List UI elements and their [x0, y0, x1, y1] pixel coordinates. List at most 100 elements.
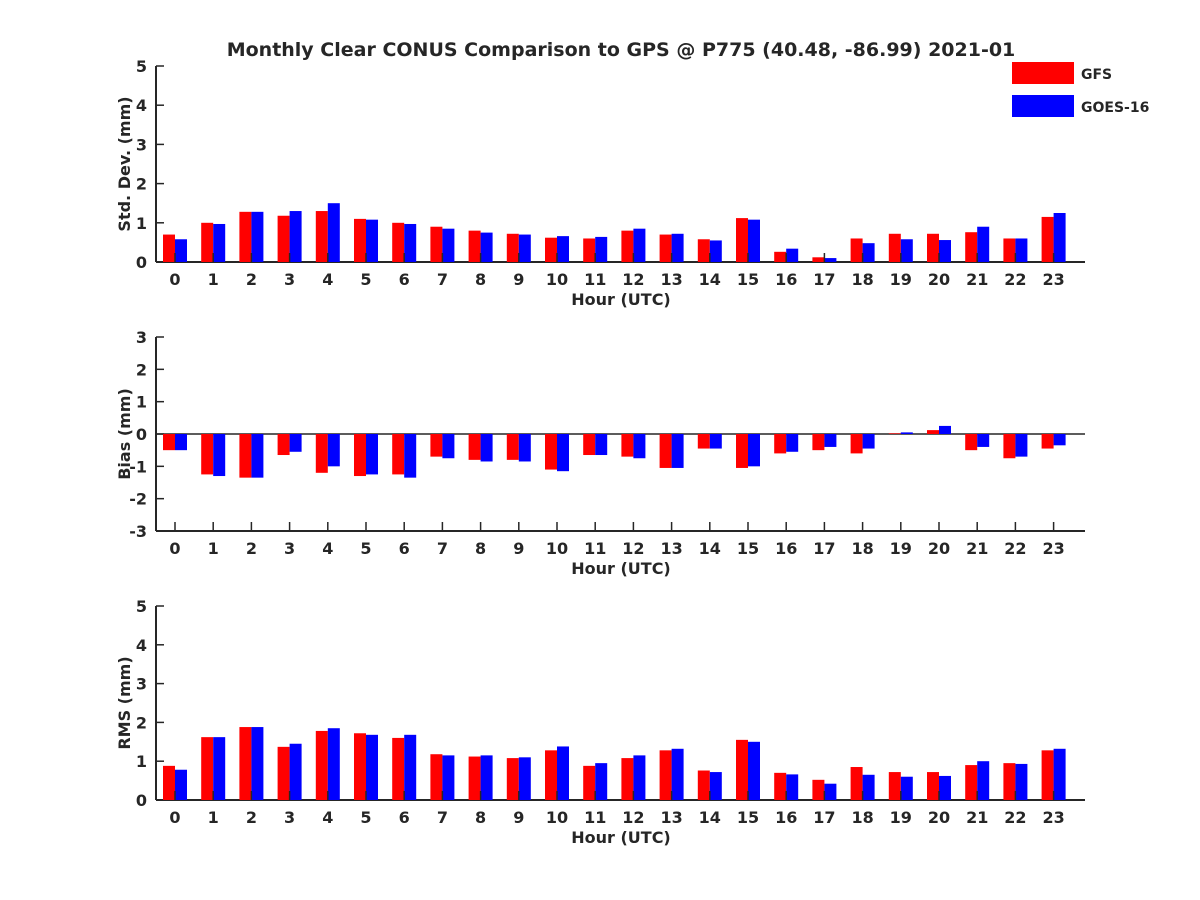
rms-bar-gfs: [774, 772, 787, 800]
std-dev-bar-goes16: [175, 239, 187, 262]
bias-y-axis-label: Bias (mm): [115, 388, 134, 480]
legend: GFS GOES-16: [1012, 62, 1149, 117]
rms-bar-gfs: [239, 727, 252, 800]
bias-x-axis-label: Hour (UTC): [571, 559, 671, 578]
std-dev-bar-gfs: [1003, 238, 1016, 262]
bias-bar-goes16: [404, 434, 417, 478]
bias-y-tick-label: 2: [136, 360, 147, 379]
bias-bar-gfs: [736, 434, 748, 468]
std-dev-x-tick-label: 18: [851, 270, 873, 289]
std-dev-x-tick-label: 1: [208, 270, 219, 289]
bias-bar-goes16: [595, 434, 608, 456]
rms-bar-gfs: [354, 733, 366, 800]
rms-bar-gfs: [1003, 763, 1016, 800]
bias-x-tick-label: 2: [246, 539, 257, 558]
std-dev-y-tick-label: 5: [136, 57, 147, 76]
bias-bar-goes16: [862, 434, 875, 449]
rms-bar-gfs: [468, 756, 481, 800]
rms-bar-gfs: [163, 765, 175, 800]
bias-bar-gfs: [659, 434, 672, 468]
rms-x-tick-label: 2: [246, 808, 257, 827]
bias-bar-goes16: [671, 434, 684, 468]
bias-x-tick-label: 16: [775, 539, 797, 558]
std-dev-x-tick-label: 5: [360, 270, 371, 289]
std-dev-bar-goes16: [327, 203, 340, 262]
std-dev-bar-gfs: [965, 232, 978, 262]
bias-bar-gfs: [1041, 434, 1054, 449]
rms-y-tick-label: 5: [136, 597, 147, 616]
std-dev-bar-gfs: [354, 218, 366, 262]
rms-x-tick-label: 18: [851, 808, 873, 827]
std-dev-x-tick-label: 9: [513, 270, 524, 289]
rms-bar-goes16: [939, 775, 951, 800]
bias-x-tick-label: 5: [360, 539, 371, 558]
std-dev-bar-goes16: [480, 232, 493, 262]
bias-x-tick-label: 0: [169, 539, 180, 558]
std-dev-x-tick-label: 16: [775, 270, 797, 289]
std-dev-y-tick-label: 0: [136, 253, 147, 272]
rms-bar-goes16: [289, 743, 302, 800]
std-dev-bar-goes16: [1015, 238, 1028, 262]
rms-bar-goes16: [824, 783, 837, 800]
std-dev-bar-gfs: [736, 218, 748, 262]
bias-x-tick-label: 19: [890, 539, 912, 558]
std-dev-bar-goes16: [518, 234, 531, 262]
rms-bar-goes16: [862, 774, 875, 800]
rms-x-axis-label: Hour (UTC): [571, 828, 671, 847]
rms-x-tick-label: 19: [890, 808, 912, 827]
bias-bar-goes16: [213, 434, 226, 477]
std-dev-bar-gfs: [774, 251, 787, 262]
std-dev-x-tick-label: 23: [1042, 270, 1064, 289]
std-dev-bar-goes16: [824, 258, 837, 262]
rms-x-tick-label: 23: [1042, 808, 1064, 827]
bias-x-tick-label: 6: [399, 539, 410, 558]
std-dev-bar-gfs: [277, 215, 290, 262]
std-dev-x-tick-label: 6: [399, 270, 410, 289]
bias-bar-goes16: [824, 434, 837, 447]
bias-y-tick-label: -3: [129, 522, 147, 541]
rms-bar-gfs: [506, 758, 519, 800]
bias-bar-goes16: [709, 434, 722, 449]
std-dev-x-tick-label: 3: [284, 270, 295, 289]
rms-bar-goes16: [709, 772, 722, 800]
legend-swatch-goes16: [1012, 95, 1074, 117]
rms-bar-goes16: [595, 763, 608, 800]
rms-bar-gfs: [201, 737, 214, 800]
rms-x-tick-label: 13: [660, 808, 682, 827]
bias-bar-gfs: [812, 434, 825, 451]
rms-bar-gfs: [850, 767, 863, 800]
rms-bar-gfs: [812, 779, 825, 800]
bias-x-tick-label: 17: [813, 539, 835, 558]
bias-bar-goes16: [900, 432, 913, 434]
bias-y-tick-label: 3: [136, 328, 147, 347]
std-dev-x-axis-label: Hour (UTC): [571, 290, 671, 309]
rms-x-tick-label: 9: [513, 808, 524, 827]
bias-bar-gfs: [850, 434, 863, 454]
rms-bar-goes16: [1053, 748, 1066, 800]
rms-y-tick-label: 0: [136, 791, 147, 810]
rms-bar-goes16: [900, 776, 913, 800]
std-dev-bar-gfs: [1041, 216, 1054, 262]
bias-bar-gfs: [545, 434, 557, 470]
rms-y-tick-label: 2: [136, 713, 147, 732]
std-dev-bar-goes16: [251, 211, 264, 262]
std-dev-bar-goes16: [900, 239, 913, 262]
rms-x-tick-label: 0: [169, 808, 180, 827]
std-dev-bar-goes16: [366, 219, 378, 262]
rms-bar-goes16: [518, 757, 531, 800]
rms-bar-gfs: [697, 770, 710, 800]
rms-y-axis-label: RMS (mm): [115, 656, 134, 749]
std-dev-bar-gfs: [315, 211, 328, 262]
rms-bar-goes16: [175, 769, 187, 800]
bias-bar-goes16: [442, 434, 455, 459]
bias-y-tick-label: 1: [136, 393, 147, 412]
rms-bar-goes16: [1015, 763, 1028, 800]
rms-bar-gfs: [621, 758, 634, 800]
std-dev-bar-goes16: [289, 211, 302, 262]
std-dev-x-tick-label: 15: [737, 270, 759, 289]
rms-bar-gfs: [965, 765, 978, 800]
std-dev-bar-gfs: [583, 238, 596, 262]
bias-bar-goes16: [480, 434, 493, 462]
